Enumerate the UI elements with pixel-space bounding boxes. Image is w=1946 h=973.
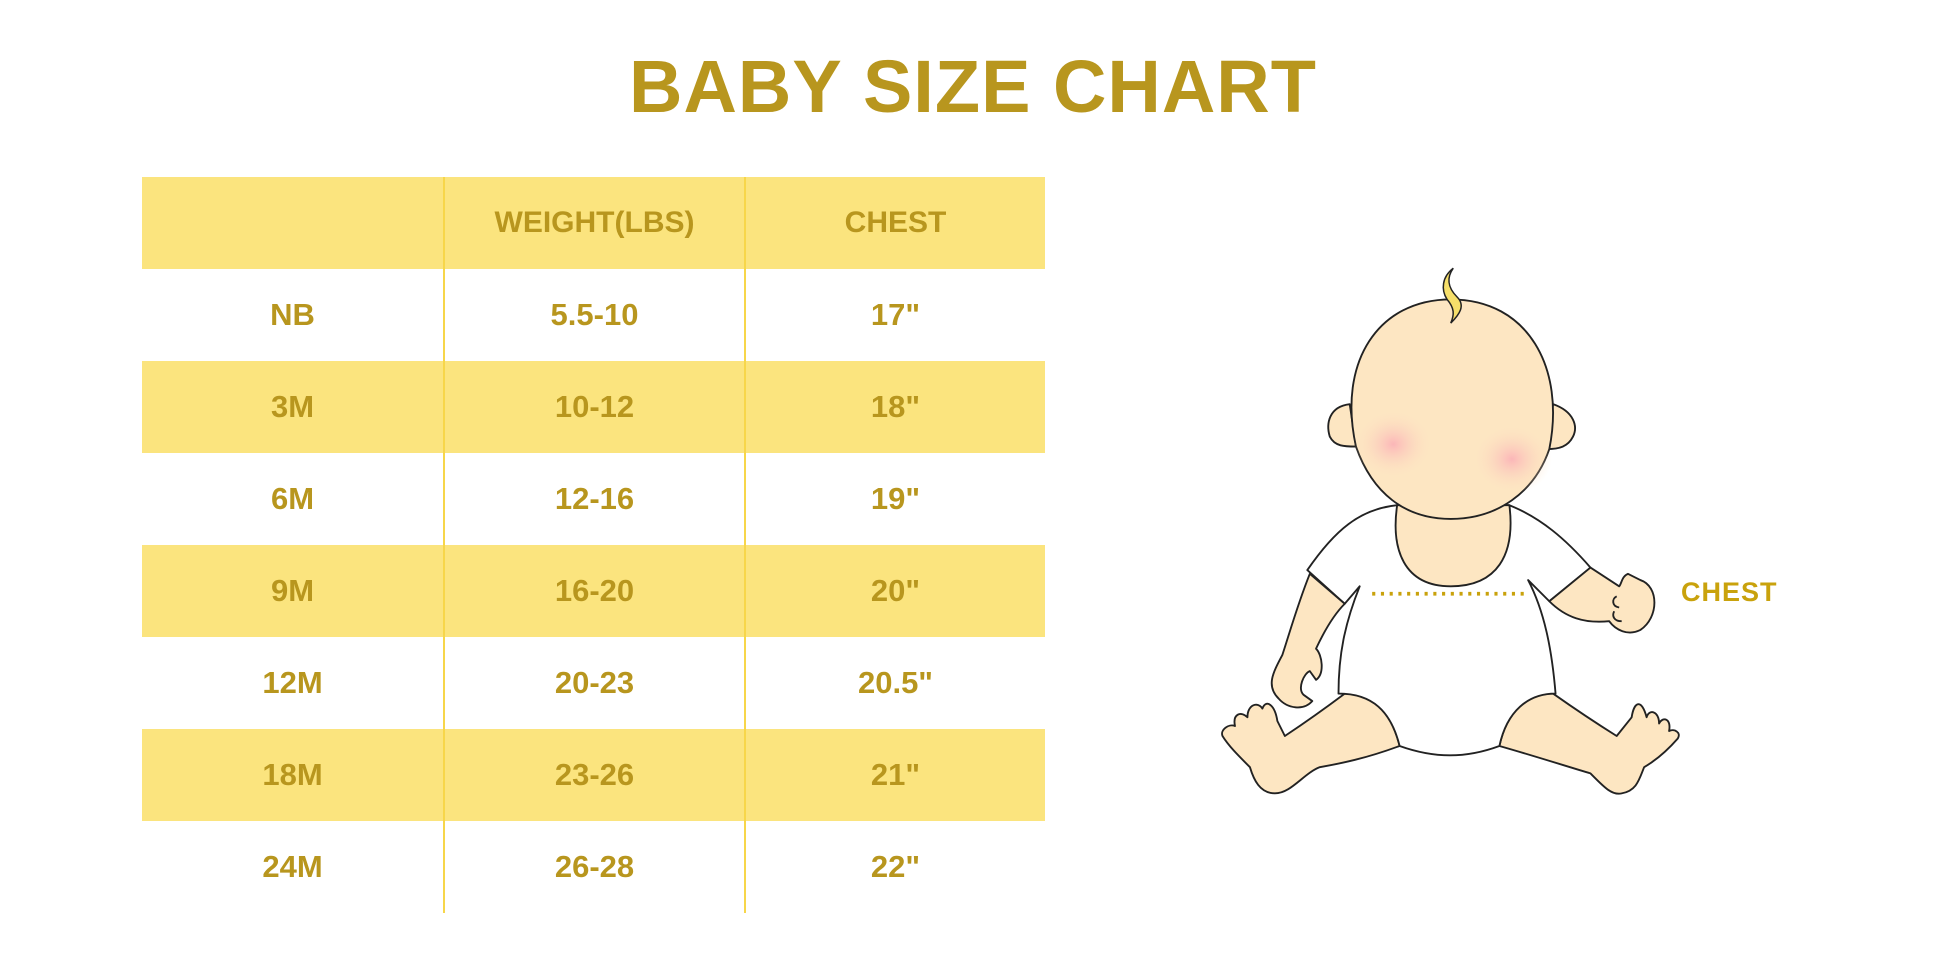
cell-chest: 17" bbox=[744, 269, 1045, 361]
table-row: 12M 20-23 20.5" bbox=[142, 637, 1045, 729]
cell-size: NB bbox=[270, 297, 315, 332]
left-leg bbox=[1221, 692, 1401, 795]
cell-chest: 21" bbox=[744, 729, 1045, 821]
cell-weight: 23-26 bbox=[443, 729, 744, 821]
cell-chest: 20" bbox=[744, 545, 1045, 637]
right-leg bbox=[1498, 692, 1680, 795]
cell-size: 24M bbox=[262, 849, 323, 884]
cell-size: 3M bbox=[270, 389, 315, 424]
size-table: WEIGHT(LBS) CHEST NB 5.5-10 17" 3M 10-12 18" 6… bbox=[142, 177, 1045, 913]
cell-size: 18M bbox=[262, 757, 323, 792]
neck bbox=[1394, 504, 1512, 588]
cell-weight: 5.5-10 bbox=[443, 269, 744, 361]
table-row: 3M 10-12 18" bbox=[142, 361, 1045, 453]
table-row: 6M 12-16 19" bbox=[142, 453, 1045, 545]
table-row: 24M 26-28 22" bbox=[142, 821, 1045, 913]
header-cell-chest: CHEST bbox=[744, 177, 1045, 269]
table-row: 18M 23-26 21" bbox=[142, 729, 1045, 821]
cell-size: 6M bbox=[270, 481, 315, 516]
right-arm bbox=[1548, 566, 1656, 634]
header-cell-weight: WEIGHT(LBS) bbox=[443, 177, 744, 269]
left-ear bbox=[1327, 403, 1357, 448]
cell-weight: 16-20 bbox=[443, 545, 744, 637]
cell-chest: 20.5" bbox=[744, 637, 1045, 729]
page-title: BABY SIZE CHART bbox=[629, 45, 1317, 128]
cell-chest: 19" bbox=[744, 453, 1045, 545]
cell-weight: 26-28 bbox=[443, 821, 744, 913]
left-arm bbox=[1270, 572, 1346, 709]
cell-weight: 20-23 bbox=[443, 637, 744, 729]
cell-weight: 10-12 bbox=[443, 361, 744, 453]
table-row: 9M 16-20 20" bbox=[142, 545, 1045, 637]
chest-label: CHEST bbox=[1681, 577, 1778, 607]
cell-chest: 18" bbox=[744, 361, 1045, 453]
hair-tuft-icon bbox=[1442, 267, 1462, 324]
table-row: NB 5.5-10 17" bbox=[142, 269, 1045, 361]
cell-chest: 22" bbox=[744, 821, 1045, 913]
shirt bbox=[1306, 504, 1592, 757]
cell-weight: 12-16 bbox=[443, 453, 744, 545]
cell-size: 12M bbox=[262, 665, 323, 700]
table-header: WEIGHT(LBS) CHEST bbox=[142, 177, 1045, 269]
cell-size: 9M bbox=[270, 573, 315, 608]
